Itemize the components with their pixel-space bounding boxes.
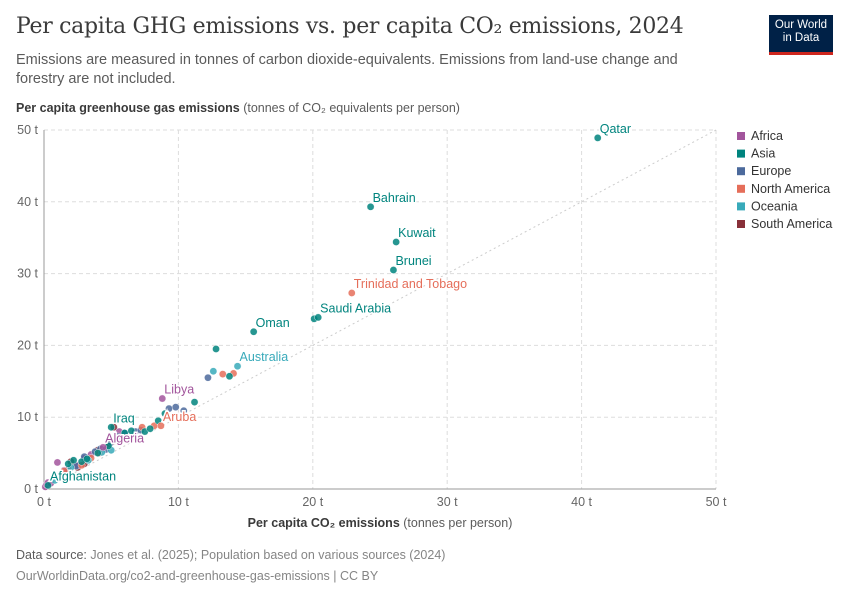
data-point <box>204 373 212 382</box>
x-tick-label: 10 t <box>168 495 189 509</box>
legend-item: Europe <box>751 164 791 178</box>
y-tick-label: 50 t <box>17 123 38 137</box>
point-label: Oman <box>256 316 290 330</box>
x-axis-label-bold: Per capita CO₂ emissions <box>247 516 400 530</box>
legend-item: Oceania <box>751 199 798 213</box>
legend-swatch <box>737 149 745 158</box>
data-point <box>225 372 234 381</box>
data-point-brunei <box>389 266 398 274</box>
y-tick-label: 10 t <box>17 410 38 424</box>
data-point-libya <box>158 394 167 403</box>
point-label: Aruba <box>163 410 196 424</box>
x-axis-label: Per capita CO₂ emissions (tonnes per per… <box>0 516 760 530</box>
data-point <box>50 476 59 485</box>
data-point-qatar <box>593 134 602 142</box>
point-label: Afghanistan <box>50 469 116 483</box>
data-point <box>60 467 68 475</box>
data-point <box>179 406 188 415</box>
legend-item: Africa <box>751 129 783 143</box>
point-label: Saudi Arabia <box>320 301 391 315</box>
owid-logo[interactable]: Our World in Data <box>769 15 833 55</box>
data-source: Data source: Jones et al. (2025); Popula… <box>16 548 445 562</box>
data-point-oman <box>249 327 258 336</box>
data-point <box>209 367 218 376</box>
data-point <box>161 409 169 418</box>
y-axis-label-bold: Per capita greenhouse gas emissions <box>16 101 240 115</box>
data-point-afghanistan <box>44 481 52 490</box>
y-tick-label: 20 t <box>17 338 38 352</box>
point-label: Trinidad and Tobago <box>354 277 467 291</box>
data-point-trinidad-and-tobago <box>347 289 356 297</box>
data-point <box>110 437 118 445</box>
point-label: Bahrain <box>373 191 416 205</box>
x-tick-label: 20 t <box>302 495 323 509</box>
data-point <box>93 449 102 457</box>
chart-subtitle: Emissions are measured in tonnes of carb… <box>16 52 678 87</box>
point-label: Iraq <box>113 411 135 425</box>
y-tick-label: 40 t <box>17 195 38 209</box>
legend-swatch <box>737 202 745 211</box>
y-tick-label: 30 t <box>17 267 38 281</box>
data-point <box>64 460 72 468</box>
point-label: Kuwait <box>398 226 436 240</box>
data-point-iraq <box>107 423 115 432</box>
data-point <box>127 427 136 435</box>
source-label: Data source: <box>16 548 87 562</box>
x-tick-label: 50 t <box>706 495 727 509</box>
data-point <box>53 458 62 467</box>
data-point-bahrain <box>366 203 375 211</box>
chart-title: Per capita GHG emissions vs. per capita … <box>16 14 684 39</box>
legend-item: Asia <box>751 147 775 161</box>
y-axis-label-unit: (tonnes of CO₂ equivalents per person) <box>243 101 460 115</box>
x-tick-label: 40 t <box>571 495 592 509</box>
legend-item: North America <box>751 182 830 196</box>
point-label: Qatar <box>600 122 631 136</box>
point-label: Australia <box>240 350 289 364</box>
legend-swatch <box>737 220 745 228</box>
y-axis-label: Per capita greenhouse gas emissions (ton… <box>16 101 460 115</box>
data-point <box>171 403 180 411</box>
y-tick-label: 0 t <box>24 482 38 496</box>
data-point-kuwait <box>392 238 400 246</box>
data-point-saudi-arabia <box>314 313 322 322</box>
legend-item: South America <box>751 217 832 231</box>
data-point <box>83 455 91 463</box>
source-url[interactable]: OurWorldinData.org/co2-and-greenhouse-ga… <box>16 569 379 583</box>
data-point-aruba <box>157 422 165 430</box>
data-point-algeria <box>99 443 107 452</box>
source-text: Jones et al. (2025); Population based on… <box>90 548 446 562</box>
x-tick-label: 30 t <box>437 495 458 509</box>
x-axis-label-unit: (tonnes per person) <box>403 516 513 530</box>
point-label: Brunei <box>395 254 431 268</box>
data-point <box>69 456 78 465</box>
data-point <box>218 370 227 378</box>
legend-swatch <box>737 132 745 140</box>
point-label: Algeria <box>105 431 144 445</box>
data-point-australia <box>233 362 242 371</box>
legend-swatch <box>737 167 745 176</box>
data-point <box>146 424 154 433</box>
data-point <box>212 345 220 353</box>
point-label: Libya <box>164 383 194 397</box>
data-point <box>190 398 199 406</box>
x-tick-label: 0 t <box>37 495 51 509</box>
legend-swatch <box>737 184 745 193</box>
